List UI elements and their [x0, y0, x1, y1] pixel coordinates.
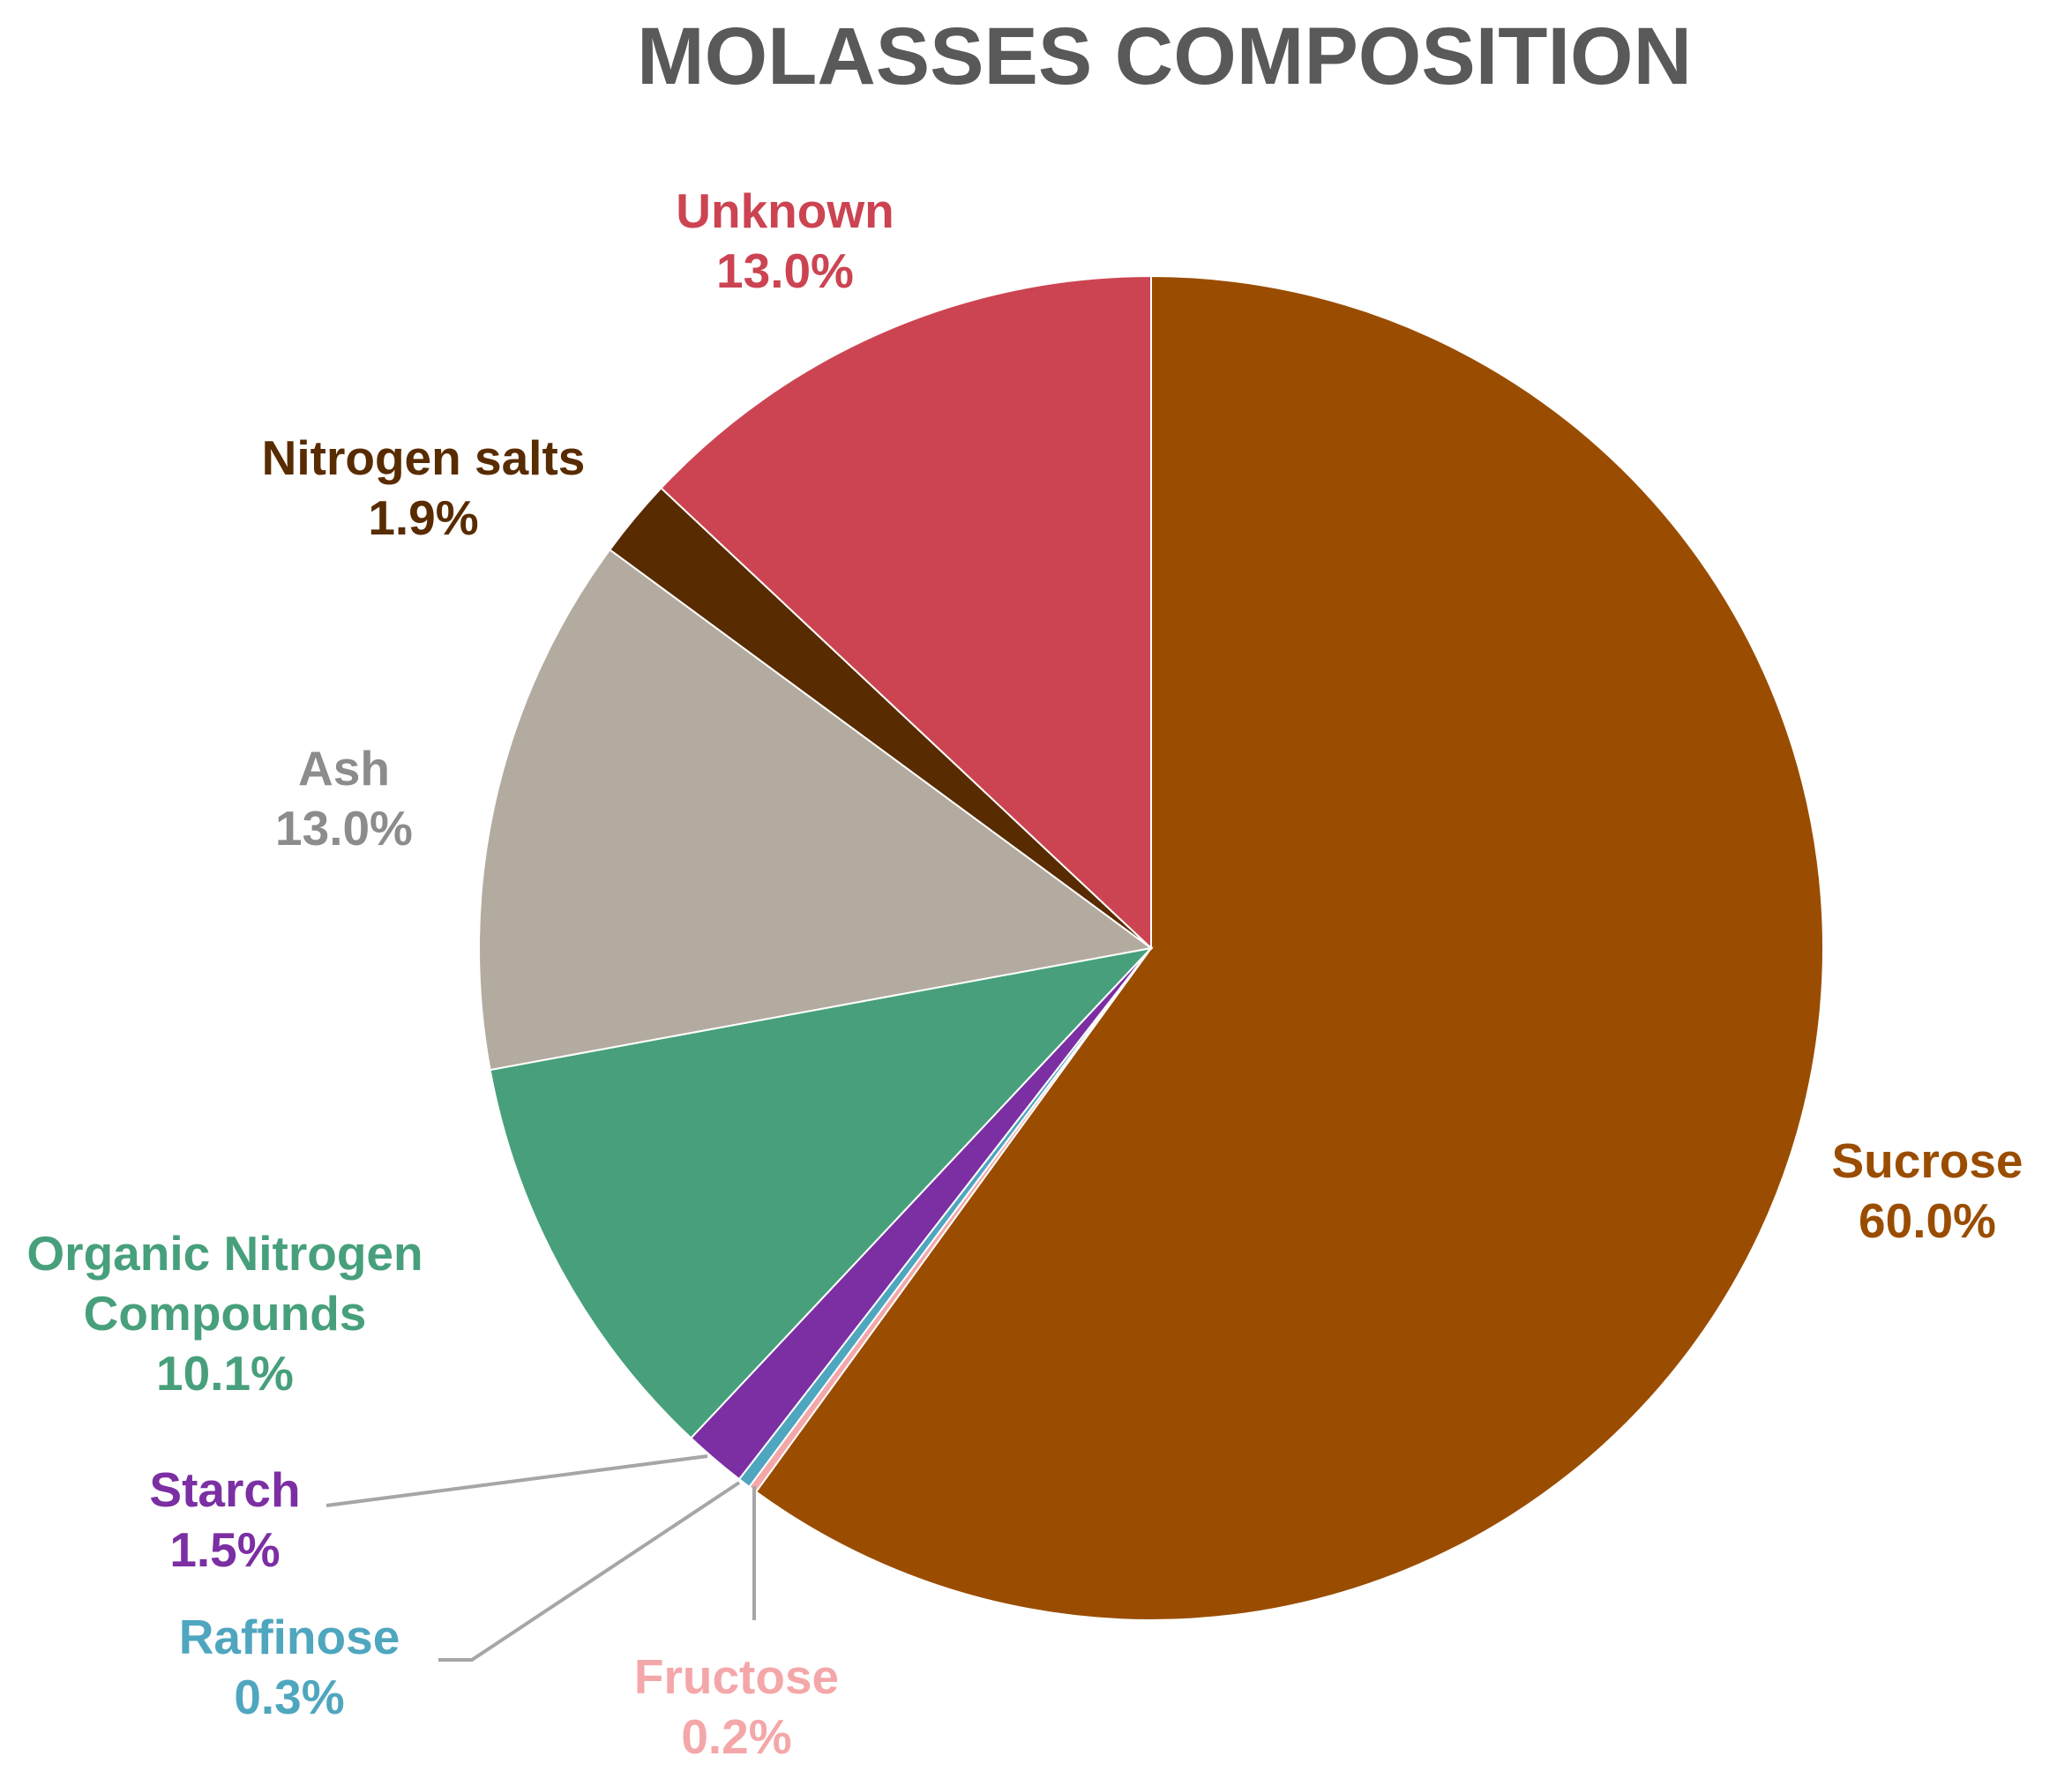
data-label-raffinose: Raffinose 0.3%	[179, 1610, 400, 1724]
data-label-starch: Starch 1.5%	[149, 1462, 300, 1577]
data-label-category: Organic Nitrogen	[26, 1226, 423, 1281]
data-label-value: 0.3%	[234, 1670, 344, 1724]
data-label-category: Raffinose	[179, 1610, 400, 1664]
data-label-value: 60.0%	[1859, 1193, 1996, 1248]
data-label-value: 0.2%	[681, 1709, 791, 1764]
data-label-value: 10.1%	[156, 1346, 294, 1401]
data-label-unknown: Unknown 13.0%	[676, 183, 894, 298]
chart-title: MOLASSES COMPOSITION	[637, 11, 1692, 101]
data-label-nitrogen-salts: Nitrogen salts 1.9%	[262, 430, 586, 545]
data-label-value: 13.0%	[716, 243, 854, 298]
leader-line-starch	[325, 1454, 708, 1507]
data-label-ash: Ash 13.0%	[275, 741, 413, 856]
data-label-category: Unknown	[676, 183, 894, 238]
data-label-fructose: Fructose 0.2%	[634, 1649, 839, 1764]
data-label-value: 1.5%	[169, 1522, 280, 1577]
data-label-category: Nitrogen salts	[262, 430, 586, 485]
pie-slices	[478, 274, 1824, 1621]
data-label-category: Compounds	[84, 1286, 367, 1341]
data-label-category: Starch	[149, 1462, 300, 1517]
leader-lines	[325, 1454, 756, 1662]
pie-slice-ash	[478, 548, 1154, 1072]
data-label-value: 1.9%	[368, 490, 478, 545]
leader-line-raffinose	[438, 1481, 741, 1662]
pie-slice-sucrose	[754, 274, 1824, 1621]
data-label-organic-nitrogen-compounds: Organic Nitrogen Compounds 10.1%	[26, 1226, 423, 1401]
data-label-category: Sucrose	[1831, 1133, 2023, 1188]
pie-slice-unknown	[660, 274, 1152, 951]
data-label-category: Fructose	[634, 1649, 839, 1704]
data-label-category: Ash	[298, 741, 390, 796]
data-labels: Sucrose 60.0% Fructose 0.2% Raffinose 0.3% Sta…	[26, 183, 2023, 1764]
pie-slice-organic-nitrogen-compounds	[489, 946, 1154, 1439]
data-label-value: 13.0%	[275, 801, 413, 856]
data-label-sucrose: Sucrose 60.0%	[1831, 1133, 2023, 1248]
